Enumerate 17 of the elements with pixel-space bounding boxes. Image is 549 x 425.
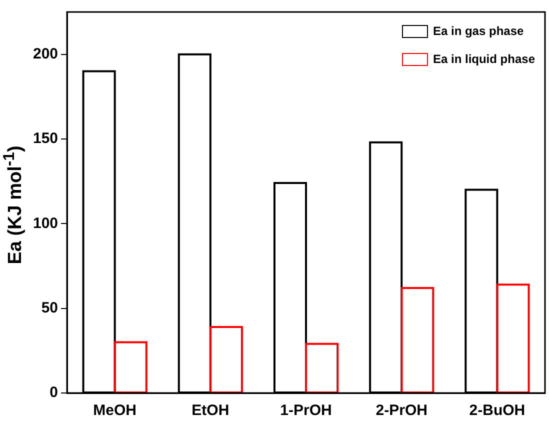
y-tick-label: 200	[32, 45, 58, 62]
y-tick-label: 100	[32, 214, 58, 232]
x-tick-label: EtOH	[192, 402, 230, 420]
bar	[496, 284, 530, 394]
y-tick-label: 150	[32, 130, 58, 148]
x-tick-label: MeOH	[93, 402, 136, 420]
x-tick-label: 2-BuOH	[469, 402, 526, 420]
legend-label: Ea in gas phase	[432, 24, 524, 38]
bar	[209, 326, 243, 394]
legend-label: Ea in liquid phase	[432, 52, 535, 66]
bar	[305, 342, 339, 394]
y-tick-label: 0	[50, 384, 58, 402]
bar	[114, 341, 148, 394]
bar	[400, 287, 434, 394]
x-tick-label: 1-PrOH	[280, 402, 332, 420]
y-tick-label: 50	[41, 299, 58, 316]
x-tick-label: 2-PrOH	[376, 402, 428, 420]
